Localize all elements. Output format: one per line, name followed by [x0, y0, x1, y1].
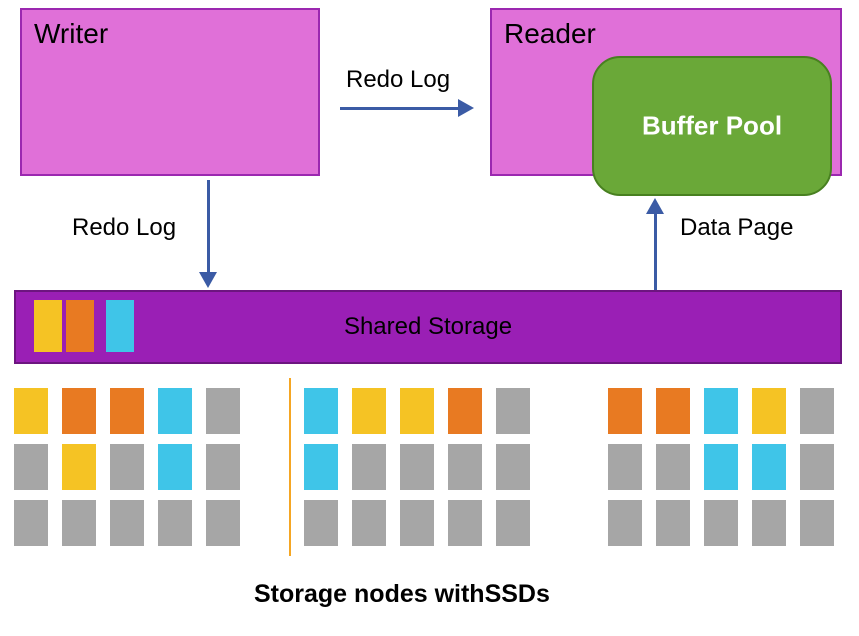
storage-group-divider — [289, 378, 291, 556]
writer-label: Writer — [34, 18, 108, 50]
storage-block — [110, 500, 144, 546]
storage-block — [704, 388, 738, 434]
shared-storage-box: Shared Storage — [14, 290, 842, 364]
storage-block — [206, 388, 240, 434]
arrow-writer-to-storage-head — [199, 272, 217, 288]
storage-block — [400, 388, 434, 434]
storage-block — [800, 444, 834, 490]
storage-block — [752, 444, 786, 490]
storage-block — [158, 388, 192, 434]
storage-block — [752, 500, 786, 546]
storage-block — [656, 500, 690, 546]
storage-block — [158, 444, 192, 490]
redo-log-top-label: Redo Log — [346, 66, 450, 94]
storage-block — [752, 388, 786, 434]
storage-block — [62, 388, 96, 434]
storage-block — [206, 444, 240, 490]
storage-block — [304, 500, 338, 546]
storage-block — [110, 444, 144, 490]
reader-label: Reader — [504, 18, 596, 50]
storage-block — [656, 388, 690, 434]
buffer-pool-box: Buffer Pool — [592, 56, 832, 196]
storage-block — [400, 500, 434, 546]
arrow-storage-to-reader-head — [646, 198, 664, 214]
storage-block — [304, 388, 338, 434]
storage-block — [496, 500, 530, 546]
storage-block — [400, 444, 434, 490]
storage-block — [608, 444, 642, 490]
storage-block — [448, 388, 482, 434]
storage-block — [496, 388, 530, 434]
storage-block — [448, 444, 482, 490]
storage-block — [704, 444, 738, 490]
storage-block — [352, 500, 386, 546]
storage-block — [62, 444, 96, 490]
storage-block — [656, 444, 690, 490]
storage-block — [352, 444, 386, 490]
writer-box: Writer — [20, 8, 320, 176]
shared-storage-label: Shared Storage — [344, 313, 512, 341]
storage-block — [608, 500, 642, 546]
storage-block — [110, 388, 144, 434]
arrow-storage-to-reader — [654, 212, 657, 290]
storage-block — [448, 500, 482, 546]
shared-storage-inner-block — [106, 300, 134, 352]
storage-block — [800, 388, 834, 434]
storage-block — [62, 500, 96, 546]
storage-block — [14, 500, 48, 546]
storage-block — [704, 500, 738, 546]
storage-block — [206, 500, 240, 546]
storage-block — [14, 388, 48, 434]
data-page-label: Data Page — [680, 214, 793, 242]
storage-block — [14, 444, 48, 490]
storage-block — [158, 500, 192, 546]
shared-storage-inner-block — [66, 300, 94, 352]
storage-block — [496, 444, 530, 490]
redo-log-left-label: Redo Log — [72, 214, 176, 242]
storage-nodes-label: Storage nodes withSSDs — [254, 580, 550, 609]
storage-block — [352, 388, 386, 434]
arrow-writer-to-storage — [207, 180, 210, 274]
shared-storage-inner-block — [34, 300, 62, 352]
storage-block — [608, 388, 642, 434]
buffer-pool-label: Buffer Pool — [594, 111, 830, 142]
arrow-writer-to-reader-head — [458, 99, 474, 117]
arrow-writer-to-reader — [340, 107, 460, 110]
storage-block — [304, 444, 338, 490]
storage-block — [800, 500, 834, 546]
